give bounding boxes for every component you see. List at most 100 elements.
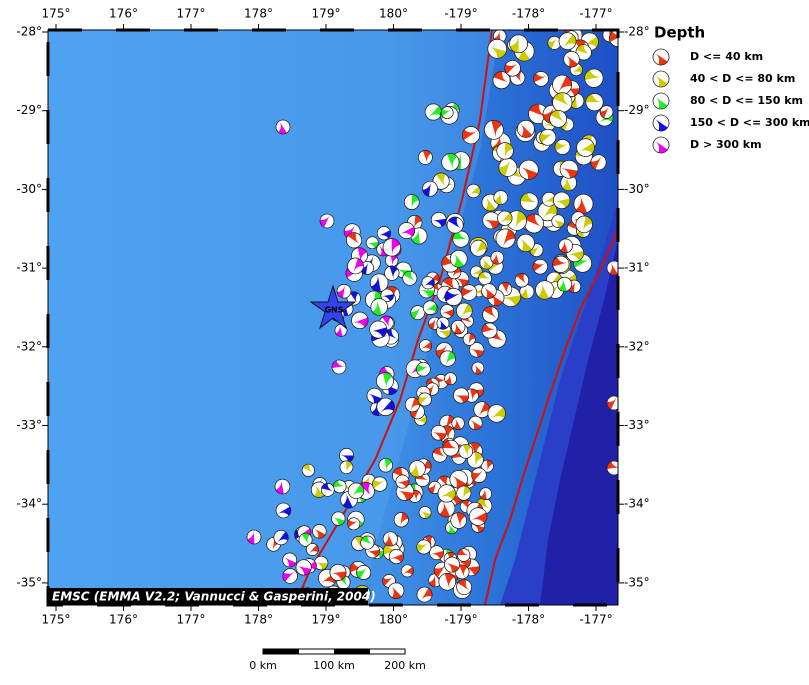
beachball (528, 103, 549, 124)
beachball-ring (439, 350, 456, 367)
beachball-ring (516, 233, 535, 252)
beachball (331, 511, 346, 526)
beachball (387, 582, 405, 599)
beachball (339, 448, 354, 463)
beachball-fill (416, 364, 430, 373)
beachball-fill (543, 195, 556, 204)
lon-label-bottom: 178° (244, 613, 273, 627)
beachball (312, 524, 327, 539)
beachball-fill (389, 553, 404, 563)
beachball-ring (557, 276, 572, 292)
beachball-ring (246, 529, 262, 545)
beachball-fill (360, 261, 369, 275)
beachball-fill (550, 110, 566, 123)
beachball-fill (442, 440, 459, 449)
beachball-fill (553, 198, 571, 208)
lon-label-bottom: 179° (312, 613, 341, 627)
beachball (652, 114, 670, 132)
lon-label-top: -177° (579, 7, 612, 21)
beachball-fill (504, 142, 514, 160)
beachball-fill (654, 74, 668, 87)
beachball-ring (490, 250, 505, 265)
beachball-ring (444, 556, 460, 573)
beachball (471, 361, 485, 375)
beachball-fill (461, 287, 476, 297)
beachball-fill (422, 150, 432, 165)
beachball-fill (553, 92, 572, 107)
beachball-fill (590, 155, 602, 170)
lat-label-right: -31° (624, 261, 650, 275)
beachball-fill (516, 273, 528, 285)
beachball-ring (393, 512, 409, 528)
beachball-fill (609, 31, 618, 42)
beachball-fill (462, 129, 479, 141)
beachball-fill (560, 167, 578, 179)
beachball-fill (402, 567, 414, 575)
beachball (439, 350, 456, 367)
beachball-fill (453, 278, 469, 287)
beachball-fill (429, 550, 444, 559)
beachball-ring (365, 236, 379, 250)
beachball-fill (565, 54, 578, 68)
beachball-fill (382, 382, 398, 395)
beachball (547, 36, 562, 50)
beachball-ring (319, 213, 335, 229)
beachball-fill (360, 482, 373, 497)
beachball-fill (443, 425, 454, 442)
beachball-ring (471, 361, 485, 375)
beachball-ring (487, 404, 506, 423)
beachball-ring (652, 92, 670, 110)
beachball-fill (431, 218, 447, 227)
beachball-fill (491, 120, 503, 140)
beachball-ring (652, 114, 670, 132)
beachball (535, 280, 555, 300)
legend-title: Depth (654, 24, 705, 42)
beachball-fill (551, 219, 565, 228)
beachball-fill (489, 293, 503, 306)
beachball-fill (462, 566, 480, 576)
beachball-fill (445, 372, 452, 385)
beachball-ring (553, 191, 571, 209)
beachball-fill (345, 460, 353, 474)
beachball-ring (520, 192, 539, 211)
beachball-ring (346, 232, 363, 249)
beachball-ring (453, 387, 470, 404)
beachball-fill (384, 458, 393, 473)
beachball-fill (352, 317, 369, 328)
beachball-ring (563, 51, 580, 68)
beachball-fill (435, 343, 448, 359)
beachball-ring (274, 478, 291, 495)
beachball-fill (452, 265, 461, 279)
beachball (471, 467, 487, 483)
beachball (518, 159, 539, 180)
beachball (372, 476, 388, 492)
beachball (457, 548, 471, 562)
beachball (417, 392, 432, 407)
beachball-fill (422, 181, 431, 197)
beachball (444, 556, 460, 573)
beachball-ring (356, 564, 372, 580)
beachball-fill (333, 480, 347, 488)
trench-deep (540, 240, 618, 605)
beachball (333, 479, 347, 494)
beachball-fill (474, 241, 487, 256)
lat-label-right: -35° (624, 575, 650, 589)
beachball-fill (576, 223, 584, 238)
beachball-fill (379, 400, 395, 414)
beachball-fill (480, 487, 487, 500)
beachball (398, 222, 415, 240)
beachball (356, 564, 372, 580)
beachball-fill (427, 105, 442, 119)
beachball-fill (554, 141, 570, 151)
beachball-ring (376, 372, 394, 391)
beachball-ring (369, 320, 388, 339)
beachball-fill (533, 73, 548, 83)
beachball-ring (514, 273, 530, 288)
beachball-fill (308, 544, 319, 555)
beachball (451, 416, 465, 430)
beachball-fill (560, 239, 569, 253)
beachball-fill (440, 309, 454, 318)
lat-label-left: -29° (16, 103, 42, 117)
beachball (539, 128, 557, 146)
beachball-fill (433, 447, 447, 458)
